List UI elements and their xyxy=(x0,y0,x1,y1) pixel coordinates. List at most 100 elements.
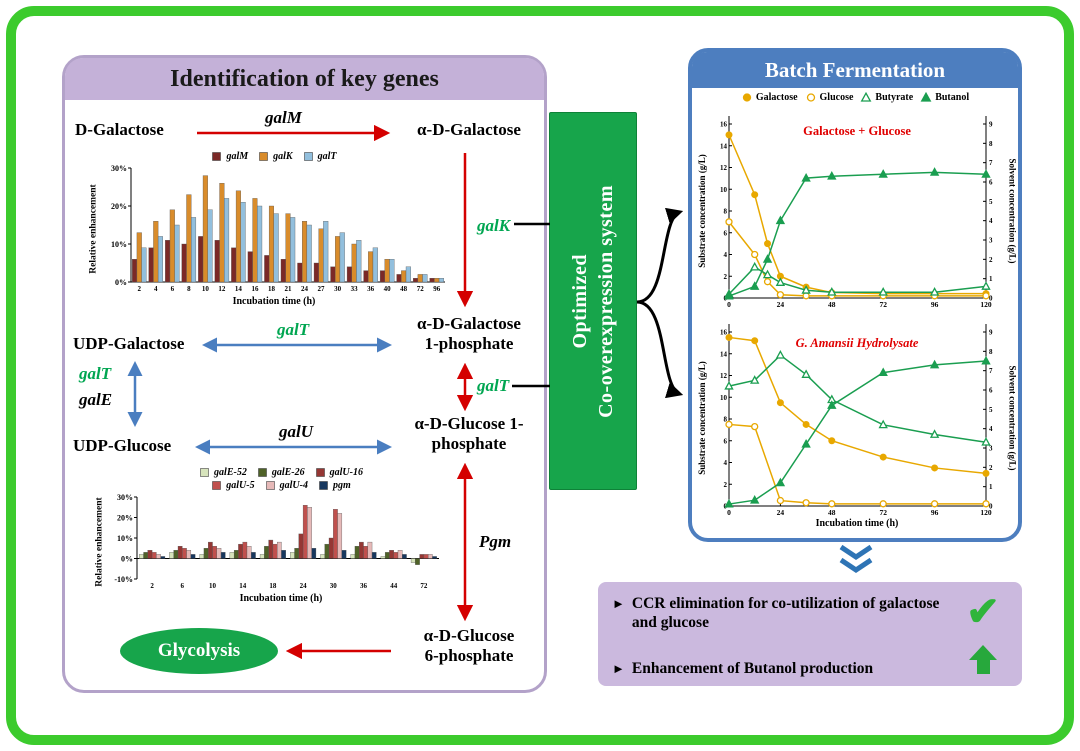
node-galactose-1-phosphate-line1: α-D-Galactose xyxy=(417,314,521,333)
legend-item-galm: galM xyxy=(211,151,248,162)
bar-chart-galeupgm-xlabel: Incubation time (h) xyxy=(239,593,323,604)
svg-text:7: 7 xyxy=(989,159,993,167)
bullet-butanol-enhancement-text: Enhancement of Butanol production xyxy=(631,659,874,677)
batch-fermentation-panel: Batch Fermentation Galactose Glucose Butyr… xyxy=(688,48,1022,542)
svg-text:16: 16 xyxy=(720,329,728,337)
svg-text:30: 30 xyxy=(334,285,342,293)
line-chart-galactose-glucose: Galactose + Glucose Substrate concentrat… xyxy=(694,110,1020,312)
svg-text:20%: 20% xyxy=(117,513,133,522)
svg-text:2: 2 xyxy=(989,464,993,472)
solvent-axis-label-1: Solvent concentration (g/L) xyxy=(1007,158,1018,264)
svg-text:0: 0 xyxy=(989,295,993,303)
line-chart-hydrolysate-plot: 02468101214160123456789024487296120 xyxy=(720,324,993,517)
line-chart-galactose-glucose-plot: 02468101214160123456789024487296120 xyxy=(720,116,993,309)
gene-label-galt-left: galT xyxy=(79,364,112,383)
svg-text:18: 18 xyxy=(268,285,276,293)
svg-text:48: 48 xyxy=(400,285,408,293)
svg-text:36: 36 xyxy=(367,285,375,293)
substrate-axis-label-1: Substrate concentration (g/L) xyxy=(696,154,707,268)
svg-text:6: 6 xyxy=(724,437,728,445)
line-chart-hydrolysate-title: G. Amansii Hydrolysate xyxy=(795,336,919,350)
svg-text:10: 10 xyxy=(209,582,217,590)
svg-text:12: 12 xyxy=(720,372,728,380)
svg-text:4: 4 xyxy=(989,217,993,225)
svg-text:6: 6 xyxy=(989,179,993,187)
bar-chart-galmkt-ylabel: Relative enhancement xyxy=(89,184,100,274)
node-d-galactose: D-Galactose xyxy=(75,120,164,139)
svg-text:14: 14 xyxy=(239,582,247,590)
svg-text:0%: 0% xyxy=(121,554,133,563)
svg-text:33: 33 xyxy=(351,285,359,293)
bullet-arrow-icon: ► xyxy=(612,660,625,676)
svg-text:0: 0 xyxy=(727,300,731,309)
svg-text:2: 2 xyxy=(724,273,728,281)
svg-text:9: 9 xyxy=(989,329,993,337)
substrate-axis-label-2: Substrate concentration (g/L) xyxy=(696,361,707,475)
summary-box: ► CCR elimination for co-utilization of … xyxy=(598,582,1022,686)
gene-label-galu: galU xyxy=(279,422,313,441)
svg-text:96: 96 xyxy=(931,300,939,309)
node-glucose-1-phosphate-line1: α-D-Glucose 1- xyxy=(414,414,524,433)
svg-text:9: 9 xyxy=(989,121,993,129)
svg-text:14: 14 xyxy=(235,285,243,293)
svg-text:20%: 20% xyxy=(111,202,127,211)
svg-text:5: 5 xyxy=(989,198,993,206)
bar-chart-galeupgm-legend-row2: galU-5 galU-4 pgm xyxy=(107,479,455,492)
svg-text:0: 0 xyxy=(727,508,731,517)
svg-text:16: 16 xyxy=(251,285,259,293)
svg-text:30%: 30% xyxy=(111,164,127,173)
svg-text:24: 24 xyxy=(301,285,309,293)
svg-text:72: 72 xyxy=(420,582,428,590)
svg-text:72: 72 xyxy=(879,508,887,517)
gene-label-pgm: Pgm xyxy=(479,532,512,551)
svg-text:0%: 0% xyxy=(115,278,127,287)
bar-chart-galeupgm-ylabel: Relative enhancement xyxy=(95,497,106,587)
svg-text:3: 3 xyxy=(989,445,993,453)
svg-text:6: 6 xyxy=(724,229,728,237)
legend-item-galu-16: galU-16 xyxy=(315,467,363,478)
double-chevron-down-icon xyxy=(839,544,873,574)
svg-text:30%: 30% xyxy=(117,493,133,502)
bar-chart-galmkt-plot: 0%10%20%30%2 4 6 8 10 12 14 16 18 21 24 27 30 33 36 40 4… xyxy=(111,164,445,293)
svg-text:18: 18 xyxy=(269,582,277,590)
legend-item-galu-5: galU-5 xyxy=(211,480,255,491)
svg-text:2: 2 xyxy=(138,285,142,293)
svg-text:8: 8 xyxy=(989,348,993,356)
bar-chart-galeupgm: galE-52 galE-26 galU-16 galU-5 galU-4 pgm Re… xyxy=(93,466,455,608)
node-udp-galactose: UDP-Galactose xyxy=(73,334,185,353)
svg-text:8: 8 xyxy=(187,285,191,293)
svg-text:8: 8 xyxy=(724,208,728,216)
svg-text:6: 6 xyxy=(171,285,175,293)
legend-item-galk: galK xyxy=(258,151,293,162)
legend-item-pgm: pgm xyxy=(318,480,351,491)
svg-text:48: 48 xyxy=(828,508,836,517)
svg-text:3: 3 xyxy=(989,237,993,245)
svg-text:1: 1 xyxy=(989,275,993,283)
gene-label-galk: galK xyxy=(477,216,511,235)
svg-text:4: 4 xyxy=(154,285,158,293)
svg-text:21: 21 xyxy=(285,285,293,293)
svg-text:8: 8 xyxy=(989,140,993,148)
bar-chart-galeupgm-legend-row1: galE-52 galE-26 galU-16 xyxy=(107,466,455,479)
bullet-ccr-elimination: ► CCR elimination for co-utilization of … xyxy=(612,594,954,633)
bullet-ccr-elimination-text: CCR elimination for co-utilization of ga… xyxy=(631,595,940,632)
node-glucose-6-phosphate-line1: α-D-Glucose xyxy=(423,626,515,645)
svg-text:14: 14 xyxy=(720,350,728,358)
svg-text:44: 44 xyxy=(390,582,398,590)
legend-item-galt: galT xyxy=(303,151,337,162)
svg-text:36: 36 xyxy=(360,582,368,590)
gene-label-galt-right: galT xyxy=(477,376,510,395)
legend-item-butanol: Butanol xyxy=(920,92,969,103)
line-chart-hydrolysate: G. Amansii Hydrolysate Substrate concent… xyxy=(694,318,1020,534)
svg-text:96: 96 xyxy=(433,285,441,293)
svg-text:120: 120 xyxy=(980,508,992,517)
svg-text:4: 4 xyxy=(724,459,728,467)
bar-chart-galmkt-legend: galM galK galT xyxy=(101,150,447,163)
svg-text:12: 12 xyxy=(720,164,728,172)
checkmark-icon: ✔ xyxy=(966,589,1000,634)
svg-text:2: 2 xyxy=(150,582,154,590)
summary-bullets: ► CCR elimination for co-utilization of … xyxy=(612,594,954,678)
svg-text:2: 2 xyxy=(724,481,728,489)
legend-item-galactose: Galactose xyxy=(741,92,798,103)
